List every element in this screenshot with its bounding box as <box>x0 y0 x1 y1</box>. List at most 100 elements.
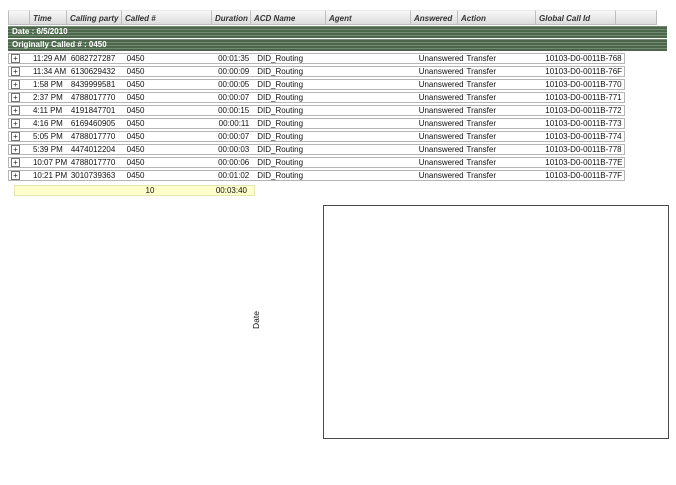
cell-agent <box>331 132 417 141</box>
cell-action: Transfer <box>466 54 497 63</box>
cell-action: Transfer <box>466 67 497 76</box>
column-header-answered: Answered <box>410 10 458 25</box>
expand-button[interactable]: + <box>11 171 20 180</box>
cell-called: 0450 <box>126 171 145 180</box>
expand-cell: + <box>9 93 31 102</box>
table-row: +2:37 PM 4788017770 0450 00:00:07 DID_Routin… <box>8 92 625 103</box>
cell-time: 5:05 PM <box>32 132 63 141</box>
call-detail-table: Time Calling party # Called # Duration ACD N… <box>8 10 667 196</box>
expand-button[interactable]: + <box>11 67 20 76</box>
column-header-called-: Called # <box>121 10 212 25</box>
cell-duration: 00:00:05 <box>218 80 250 89</box>
column-header-global-call-id: Global Call Id <box>535 10 616 25</box>
expand-button[interactable]: + <box>11 119 20 128</box>
calls-per-date-bar-chart: Date <box>250 195 676 485</box>
cell-answered: Unanswered <box>418 106 464 115</box>
cell-calling: 8439999581 <box>70 80 116 89</box>
expand-button[interactable]: + <box>11 132 20 141</box>
chart-plot-area <box>323 205 669 439</box>
cell-calling: 3010739363 <box>70 171 116 180</box>
cell-called: 0450 <box>126 93 145 102</box>
cell-gcid: 10103-D0-0011B-771 <box>545 93 622 102</box>
cell-time: 10:07 PM <box>32 158 68 167</box>
cell-gcid: 10103-D0-0011B-768 <box>545 54 622 63</box>
cell-time: 11:29 AM <box>32 54 67 63</box>
expand-cell: + <box>9 158 31 167</box>
group-summary-row: 10 00:03:40 <box>14 185 255 196</box>
expand-button[interactable]: + <box>11 93 20 102</box>
table-header-row: Time Calling party # Called # Duration ACD N… <box>8 10 667 25</box>
cell-gcid: 10103-D0-0011B-778 <box>545 145 622 154</box>
summary-call-count: 10 <box>145 186 155 195</box>
cell-time: 10:21 PM <box>32 171 68 180</box>
expand-cell: + <box>9 119 31 128</box>
expand-cell: + <box>9 80 31 89</box>
cell-acd: DID_Routing <box>257 158 304 167</box>
cell-time: 4:16 PM <box>32 119 63 128</box>
cell-calling: 6082727287 <box>70 54 116 63</box>
cell-acd: DID_Routing <box>257 67 304 76</box>
expand-button[interactable]: + <box>11 158 20 167</box>
cell-action: Transfer <box>466 93 497 102</box>
expand-button[interactable]: + <box>11 106 20 115</box>
expand-button[interactable]: + <box>11 145 20 154</box>
group-band: Originally Called # : 0450 <box>8 39 667 51</box>
cell-gcid: 10103-D0-0011B-774 <box>545 132 622 141</box>
cell-agent <box>331 106 417 115</box>
cell-agent <box>331 80 417 89</box>
cell-agent <box>331 119 417 128</box>
cell-answered: Unanswered <box>418 158 464 167</box>
date-group-band: Date : 6/5/2010 <box>8 26 667 38</box>
cell-called: 0450 <box>126 80 145 89</box>
expand-button[interactable]: + <box>11 54 20 63</box>
cell-called: 0450 <box>126 67 145 76</box>
column-header-acd-name: ACD Name <box>250 10 326 25</box>
cell-duration: 00:00:03 <box>218 145 250 154</box>
cell-time: 11:34 AM <box>32 67 67 76</box>
cell-action: Transfer <box>466 80 497 89</box>
cell-answered: Unanswered <box>418 67 464 76</box>
cell-duration: 00:00:06 <box>218 158 250 167</box>
cell-answered: Unanswered <box>418 171 464 180</box>
cell-acd: DID_Routing <box>257 145 304 154</box>
column-header-agent: Agent <box>325 10 411 25</box>
cell-called: 0450 <box>126 106 145 115</box>
cell-called: 0450 <box>126 145 145 154</box>
cell-acd: DID_Routing <box>257 106 304 115</box>
cell-acd: DID_Routing <box>257 93 304 102</box>
cell-duration: 00:00:09 <box>218 67 250 76</box>
table-row: +10:07 PM 4788017770 0450 00:00:06 DID_Routi… <box>8 157 625 168</box>
expand-cell: + <box>9 132 31 141</box>
cell-duration: 00:00:15 <box>218 106 250 115</box>
cell-called: 0450 <box>126 119 145 128</box>
cell-calling: 4474012204 <box>70 145 116 154</box>
cell-answered: Unanswered <box>418 132 464 141</box>
column-header-action: Action <box>457 10 536 25</box>
cell-called: 0450 <box>126 54 145 63</box>
cell-answered: Unanswered <box>418 145 464 154</box>
y-axis-title: Date <box>251 311 261 329</box>
cell-agent <box>331 67 417 76</box>
cell-action: Transfer <box>466 171 497 180</box>
cell-duration: 00:00:07 <box>218 132 250 141</box>
cell-calling: 4788017770 <box>70 93 116 102</box>
column-header-time: Time <box>29 10 67 25</box>
cell-calling: 6130629432 <box>70 67 116 76</box>
expand-cell: + <box>9 106 31 115</box>
cell-action: Transfer <box>466 158 497 167</box>
expand-button[interactable]: + <box>11 80 20 89</box>
cell-agent <box>331 158 417 167</box>
cell-gcid: 10103-D0-0011B-76F <box>545 67 623 76</box>
cell-time: 4:11 PM <box>32 106 63 115</box>
cell-agent <box>331 93 417 102</box>
table-row: +10:21 PM 3010739363 0450 00:01:02 DID_Routi… <box>8 170 625 181</box>
table-row: +4:16 PM 6169460905 0450 00:00:11 DID_Routin… <box>8 118 625 129</box>
cell-acd: DID_Routing <box>257 171 304 180</box>
table-row: +5:39 PM 4474012204 0450 00:00:03 DID_Routin… <box>8 144 625 155</box>
cell-calling: 4788017770 <box>70 132 116 141</box>
cell-action: Transfer <box>466 132 497 141</box>
table-row: +4:11 PM 4191847701 0450 00:00:15 DID_Routin… <box>8 105 625 116</box>
cell-answered: Unanswered <box>418 119 464 128</box>
cell-acd: DID_Routing <box>257 119 304 128</box>
